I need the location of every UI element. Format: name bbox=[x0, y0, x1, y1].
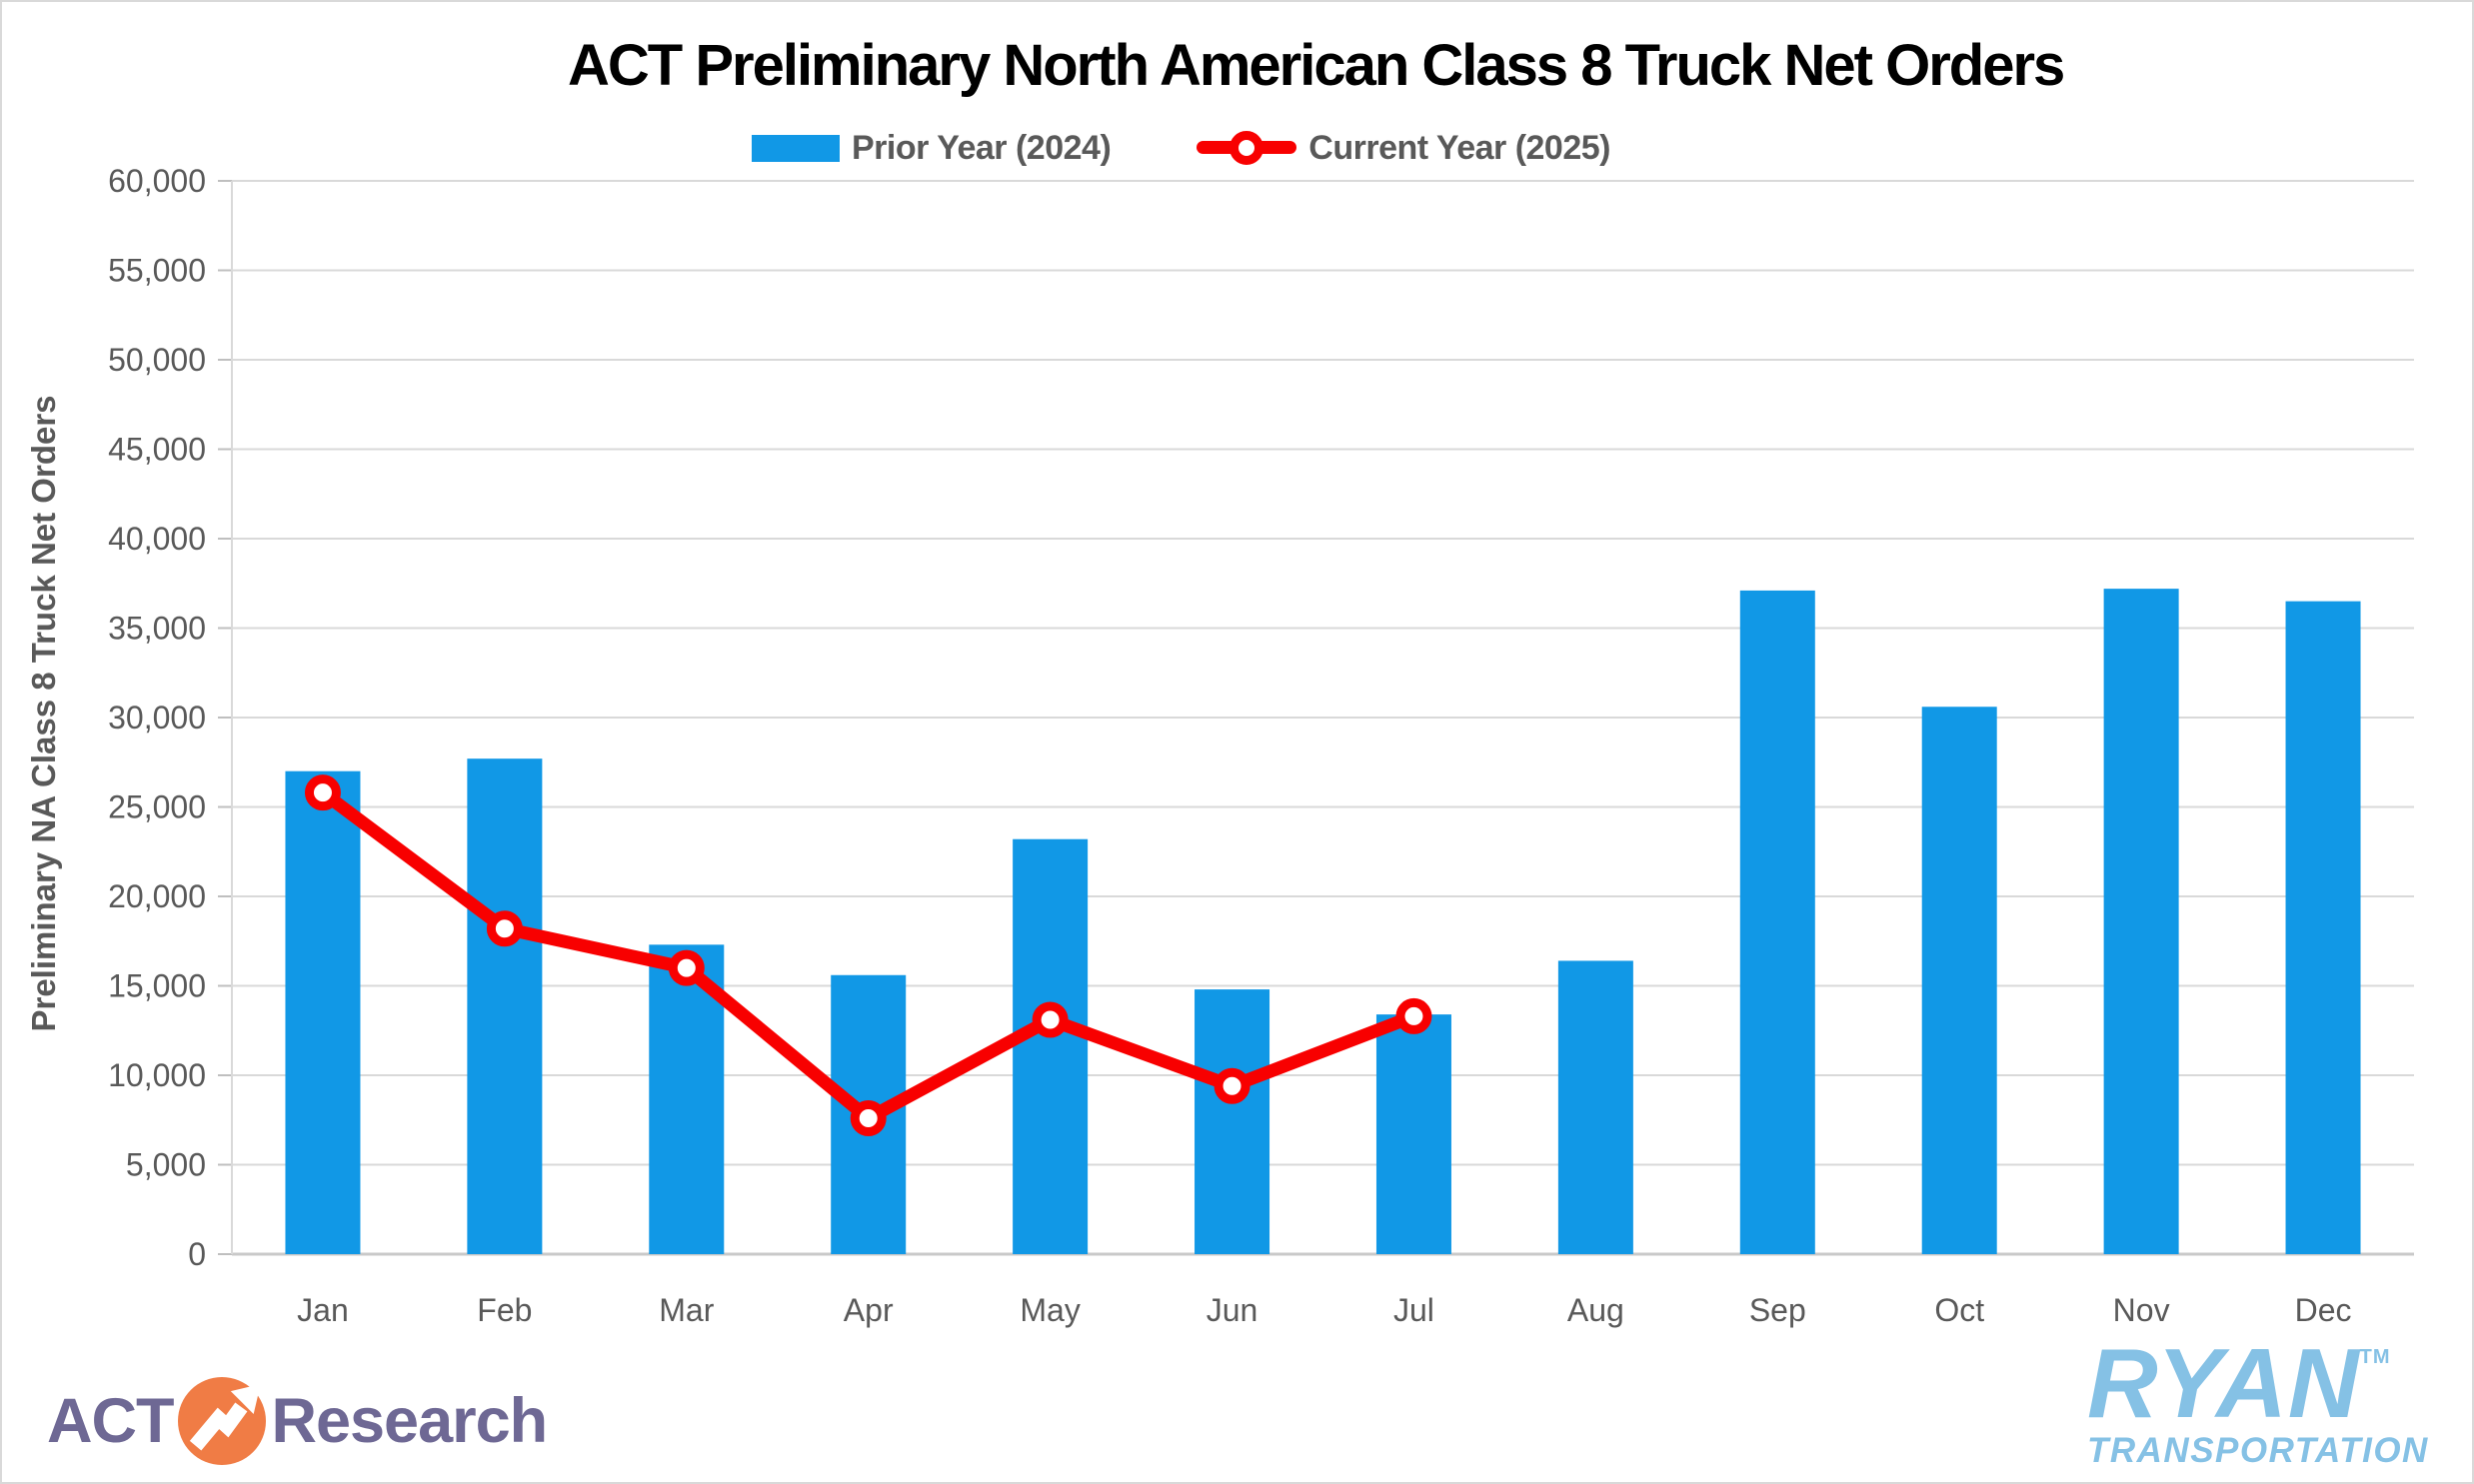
y-axis-tick-label: 20,000 bbox=[108, 878, 206, 914]
bar-dec bbox=[2285, 601, 2361, 1254]
bar-oct bbox=[1921, 707, 1997, 1254]
ryan-logo-subtitle: TRANSPORTATION bbox=[2087, 1431, 2429, 1470]
x-axis-tick-label: Sep bbox=[1749, 1292, 1806, 1328]
legend-item-prior-year: Prior Year (2024) bbox=[752, 128, 1112, 168]
x-axis-tick-label: Mar bbox=[659, 1292, 714, 1328]
bar-feb bbox=[467, 758, 543, 1254]
y-axis-tick-label: 0 bbox=[188, 1236, 206, 1272]
legend-label-current-year: Current Year (2025) bbox=[1308, 128, 1610, 167]
legend-bar-swatch bbox=[752, 134, 840, 162]
line-marker bbox=[1032, 1001, 1069, 1038]
x-axis-tick-label: Jul bbox=[1393, 1292, 1434, 1328]
legend-item-current-year: Current Year (2025) bbox=[1197, 129, 1610, 168]
ryan-logo-text: RYAN bbox=[2087, 1328, 2360, 1438]
line-marker bbox=[1395, 997, 1432, 1034]
x-axis-tick-label: Dec bbox=[2295, 1292, 2352, 1328]
act-logo-prefix: ACT bbox=[47, 1386, 174, 1456]
bar-jan bbox=[285, 770, 361, 1254]
x-axis-tick-label: May bbox=[1020, 1292, 1080, 1328]
legend: Prior Year (2024) Current Year (2025) bbox=[752, 126, 1610, 170]
y-axis-tick-label: 50,000 bbox=[108, 342, 206, 378]
y-axis-tick-label: 35,000 bbox=[108, 611, 206, 647]
y-axis-tick-label: 60,000 bbox=[108, 163, 206, 199]
line-marker bbox=[668, 949, 705, 986]
x-axis-tick-label: Apr bbox=[844, 1292, 894, 1328]
act-research-logo: ACT Research bbox=[47, 1377, 548, 1465]
legend-label-prior-year: Prior Year (2024) bbox=[852, 128, 1112, 167]
bar-nov bbox=[2103, 589, 2179, 1254]
line-marker bbox=[1214, 1067, 1250, 1104]
bar-sep bbox=[1739, 590, 1815, 1254]
x-axis-tick-label: Oct bbox=[1934, 1292, 1984, 1328]
x-axis-tick-label: Feb bbox=[477, 1292, 532, 1328]
line-marker bbox=[850, 1099, 887, 1136]
x-axis-tick-label: Aug bbox=[1567, 1292, 1624, 1328]
ryan-transportation-logo: RYANTM TRANSPORTATION bbox=[2087, 1334, 2429, 1471]
y-axis-tick-label: 30,000 bbox=[108, 700, 206, 736]
y-axis-tick-label: 45,000 bbox=[108, 432, 206, 468]
line-marker bbox=[486, 910, 523, 947]
y-axis-tick-label: 5,000 bbox=[126, 1147, 206, 1183]
x-axis-tick-label: Jun bbox=[1207, 1292, 1258, 1328]
bar-jul bbox=[1375, 1014, 1451, 1254]
bar-jun bbox=[1195, 989, 1270, 1254]
y-axis-tick-label: 15,000 bbox=[108, 968, 206, 1004]
y-axis-tick-label: 55,000 bbox=[108, 253, 206, 289]
legend-marker-dot bbox=[1230, 131, 1264, 165]
x-axis-tick-label: Nov bbox=[2113, 1292, 2170, 1328]
line-marker bbox=[304, 774, 341, 811]
y-axis-tick-label: 25,000 bbox=[108, 789, 206, 825]
y-axis-tick-label: 10,000 bbox=[108, 1057, 206, 1093]
trend-arrow-icon bbox=[190, 1384, 262, 1451]
trademark-symbol: TM bbox=[2359, 1346, 2391, 1368]
ryan-logo-name: RYANTM bbox=[2087, 1334, 2429, 1432]
arrow-up-right-circle-icon bbox=[178, 1377, 267, 1465]
bar-aug bbox=[1557, 960, 1633, 1254]
chart-title: ACT Preliminary North American Class 8 T… bbox=[568, 33, 2065, 98]
bar-may bbox=[1013, 838, 1089, 1254]
legend-line-marker-swatch bbox=[1197, 130, 1297, 166]
y-axis-tick-label: 40,000 bbox=[108, 521, 206, 557]
x-axis-tick-label: Jan bbox=[297, 1292, 349, 1328]
act-logo-suffix: Research bbox=[271, 1386, 548, 1456]
